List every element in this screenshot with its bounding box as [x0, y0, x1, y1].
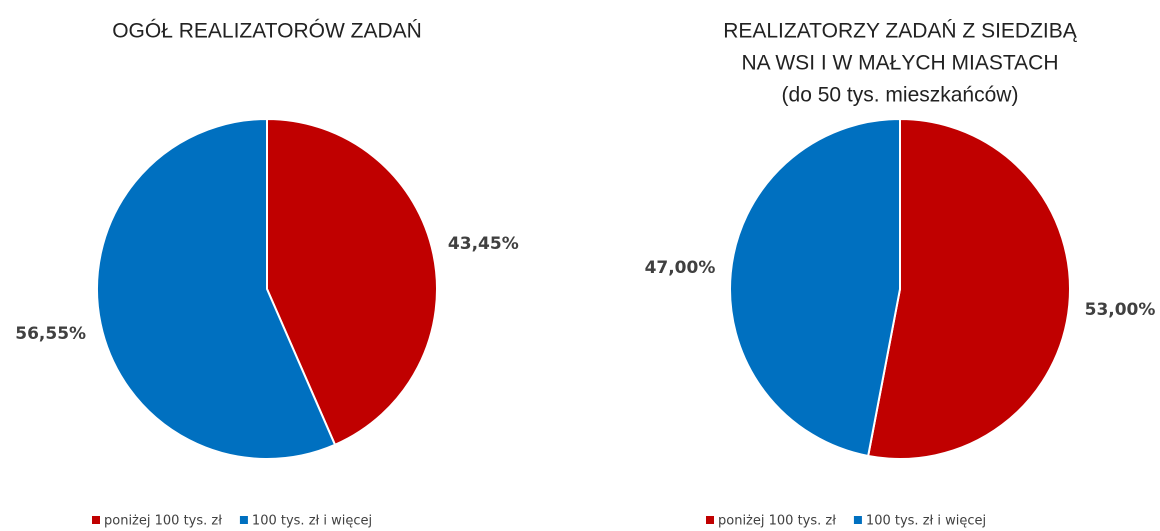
data-label: 47,00%	[645, 258, 716, 278]
pie-slice	[266, 117, 438, 447]
pie-slice	[96, 117, 337, 460]
legend-label: poniżej 100 tys. zł	[718, 514, 836, 529]
legend-swatch	[853, 516, 862, 524]
legend-label: 100 tys. zł i więcej	[252, 514, 372, 529]
legend-label: 100 tys. zł i więcej	[866, 514, 986, 529]
legend-swatch	[92, 516, 100, 524]
legend-swatch	[239, 516, 248, 524]
pie-slice	[866, 117, 1071, 460]
legend-label: poniżej 100 tys. zł	[104, 514, 222, 529]
chart-title: (do 50 tys. mieszkańców)	[782, 84, 1019, 107]
data-label: 43,45%	[448, 234, 519, 254]
chart-title: OGÓŁ REALIZATORÓW ZADAŃ	[112, 20, 422, 43]
legend-swatch	[706, 516, 714, 524]
data-label: 56,55%	[15, 324, 86, 344]
pie-slice	[728, 117, 901, 458]
chart-title: NA WSI I W MAŁYCH MIASTACH	[742, 52, 1059, 75]
data-label: 53,00%	[1085, 300, 1156, 320]
chart-title: REALIZATORZY ZADAŃ Z SIEDZIBĄ	[723, 20, 1078, 43]
